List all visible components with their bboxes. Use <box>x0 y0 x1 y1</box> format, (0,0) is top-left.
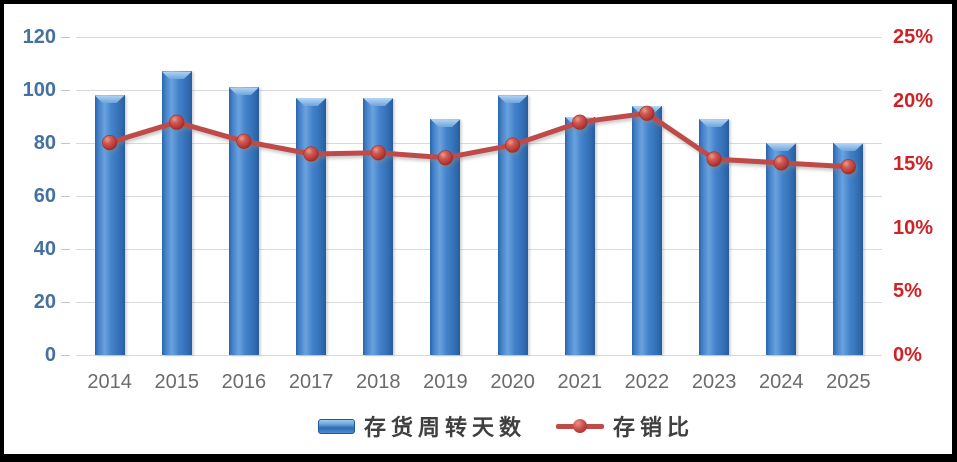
x-axis-label: 2016 <box>221 371 267 393</box>
legend-label-line-series: 存销比 <box>613 415 695 440</box>
bar-2016 <box>228 87 259 355</box>
axis-tick-mark <box>61 302 70 303</box>
gridline <box>76 36 882 38</box>
x-axis-label: 2018 <box>356 371 401 393</box>
left-axis-tick-label: 100 <box>22 79 56 101</box>
right-axis-tick-label: 25% <box>893 26 934 48</box>
gridline <box>76 354 882 356</box>
axis-tick-mark <box>61 37 70 38</box>
legend: 存货周转天数 存销比 <box>318 410 694 442</box>
legend-label-bar-series: 存货周转天数 <box>364 415 527 440</box>
x-axis-label: 2017 <box>288 371 334 393</box>
bar-2024 <box>766 143 797 355</box>
left-axis-tick-label: 20 <box>33 291 56 313</box>
left-axis-tick-label: 60 <box>33 185 56 207</box>
line-marker <box>236 133 252 149</box>
left-axis-tick-label: 80 <box>33 132 56 154</box>
line-marker <box>437 150 454 166</box>
x-axis-label: 2024 <box>759 371 804 393</box>
line-marker <box>303 146 319 162</box>
line-marker <box>639 105 655 121</box>
line-marker <box>706 151 722 167</box>
x-axis-label: 2015 <box>154 371 200 393</box>
line-series <box>107 110 851 170</box>
x-axis-label: 2025 <box>826 371 871 393</box>
bar-2022 <box>631 105 662 355</box>
bar-2017 <box>296 97 327 355</box>
bar-2018 <box>363 97 394 355</box>
bar-2021 <box>564 116 595 355</box>
line-series-layer <box>101 105 857 175</box>
line-marker <box>101 134 118 151</box>
legend-item-line-series: 存销比 <box>556 410 694 442</box>
x-axis-label: 2014 <box>87 371 132 393</box>
gridline <box>76 301 882 303</box>
left-axis-tick-label: 120 <box>22 26 56 48</box>
right-axis-tick-label: 5% <box>893 280 922 303</box>
line-marker <box>370 145 386 161</box>
axis-tick-mark <box>61 196 70 197</box>
line-marker <box>505 137 521 153</box>
gridline <box>76 142 882 144</box>
axis-tick-mark <box>61 249 70 250</box>
axis-tick-mark <box>61 90 70 91</box>
right-axis-tick-label: 10% <box>893 216 934 239</box>
x-axis-label: 2020 <box>490 371 535 393</box>
gridline <box>76 195 882 197</box>
left-axis-tick-label: 40 <box>33 238 56 260</box>
legend-item-bar-series: 存货周转天数 <box>318 410 526 442</box>
line-marker <box>572 114 588 130</box>
bar-2025 <box>833 143 864 355</box>
x-axis-label: 2023 <box>691 371 737 393</box>
x-axis-label: 2021 <box>557 371 603 393</box>
gridline <box>76 89 882 91</box>
x-axis-label: 2022 <box>624 371 670 393</box>
right-axis-tick-label: 0% <box>893 344 922 366</box>
bar-series-swatch <box>318 418 355 434</box>
axis-tick-mark <box>61 355 70 356</box>
left-axis-tick-label: 0 <box>44 344 56 366</box>
axis-tick-mark <box>61 143 70 144</box>
x-axis-label: 2019 <box>423 371 468 393</box>
line-marker <box>773 155 789 171</box>
line-series-swatch <box>556 419 605 433</box>
line-marker <box>840 159 857 175</box>
right-axis-tick-label: 20% <box>893 89 934 112</box>
right-axis-tick-label: 15% <box>893 153 934 176</box>
line-marker-icon <box>573 419 588 433</box>
gridline <box>76 248 882 250</box>
line-marker <box>169 114 185 130</box>
